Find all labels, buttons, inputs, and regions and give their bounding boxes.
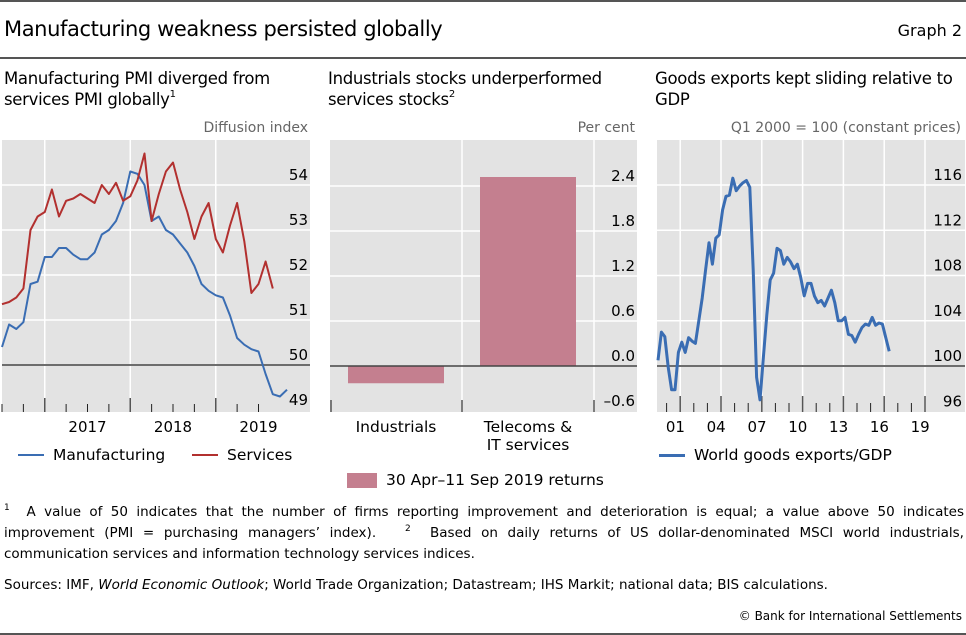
legend-label-returns: 30 Apr–11 Sep 2019 returns [386, 471, 604, 489]
bar-industrials [348, 366, 444, 384]
footnote-2-mark: 2 [405, 524, 411, 534]
bar-telecoms-it [480, 177, 576, 366]
panel1-ytick-label: 51 [289, 301, 308, 319]
panel2-title: Industrials stocks underperformed servic… [328, 68, 602, 110]
panel1-title-line2: services PMI globally [4, 90, 170, 109]
panel2-category-label: Telecoms & [483, 418, 572, 436]
legend-swatch-services [192, 454, 218, 456]
panel1-ytick-label: 49 [289, 391, 308, 409]
footnote-2-text: Based on daily returns of US dollar-deno… [4, 525, 964, 562]
panel1-xtick-label: 2018 [154, 418, 192, 436]
footnote-1-text: A value of 50 indicates that the number … [4, 504, 964, 541]
panel3-xtick-label: 07 [747, 418, 766, 436]
panel3-xtick-label: 19 [911, 418, 930, 436]
panel2-ytick-label: 1.2 [611, 257, 635, 275]
panel2-category-label: IT services [487, 436, 570, 454]
panel3-ytick-label: 96 [943, 392, 962, 410]
legend-label-services: Services [227, 446, 293, 464]
legend-returns: 30 Apr–11 Sep 2019 returns [347, 471, 604, 489]
panel3-xtick-label: 04 [707, 418, 726, 436]
panel2-title-line2: services stocks [328, 90, 449, 109]
bottom-rule [0, 633, 966, 635]
graph-title: Manufacturing weakness persisted globall… [4, 17, 443, 41]
panel1-title-line1: Manufacturing PMI diverged from [4, 69, 270, 88]
panel1-ytick-label: 50 [289, 346, 308, 364]
panel3-ytick-label: 100 [933, 347, 962, 365]
legend-label-exports: World goods exports/GDP [694, 446, 892, 464]
panel2-unit-label: Per cent [577, 120, 635, 136]
panel2-category-label: Industrials [356, 418, 437, 436]
panel1-unit-label: Diffusion index [203, 120, 308, 136]
legend-manufacturing: Manufacturing [18, 446, 165, 464]
title-rule [0, 57, 966, 59]
panel3-ytick-label: 116 [933, 166, 962, 184]
panel3-xtick-label: 10 [788, 418, 807, 436]
panel2-ytick-label: –0.6 [604, 392, 635, 410]
legend-swatch-manufacturing [18, 454, 44, 456]
panel1-ytick-label: 54 [289, 166, 308, 184]
graph-number: Graph 2 [897, 21, 962, 40]
panel2-title-line1: Industrials stocks underperformed [328, 69, 602, 88]
panel3-xtick-label: 13 [829, 418, 848, 436]
panel3-title-line2: GDP [655, 90, 690, 109]
panel3-xtick-label: 16 [870, 418, 889, 436]
legend-services: Services [192, 446, 292, 464]
footnote-ref-2: 2 [448, 89, 455, 100]
sources-rest: ; World Trade Organization; Datastream; … [264, 577, 828, 593]
panel3-ytick-label: 112 [933, 211, 962, 229]
panel1-ytick-label: 52 [289, 256, 308, 274]
panel2-ytick-label: 0.6 [611, 302, 635, 320]
sources-italic: World Economic Outlook [98, 577, 265, 593]
panel3-ytick-label: 104 [933, 302, 962, 320]
legend-swatch-exports [659, 453, 685, 457]
panel2-ytick-label: 0.0 [611, 347, 635, 365]
footnote-ref-1: 1 [169, 89, 176, 100]
panel1-xtick-label: 2019 [239, 418, 277, 436]
series-line-services [1, 152, 274, 306]
top-rule [0, 0, 966, 2]
sources: Sources: IMF, World Economic Outlook; Wo… [4, 577, 828, 593]
legend-exports: World goods exports/GDP [659, 446, 892, 464]
footnote-1-mark: 1 [4, 503, 10, 513]
legend-label-manufacturing: Manufacturing [53, 446, 166, 464]
series-line-manufacturing [1, 170, 288, 398]
panel3-xtick-label: 01 [666, 418, 685, 436]
footnotes: 1 A value of 50 indicates that the numbe… [4, 502, 964, 565]
panel1-title: Manufacturing PMI diverged from services… [4, 68, 270, 110]
panel3-unit-label: Q1 2000 = 100 (constant prices) [730, 120, 961, 136]
panel1-xtick-label: 2017 [68, 418, 106, 436]
panel2-ytick-label: 2.4 [611, 167, 635, 185]
panel3-title: Goods exports kept sliding relative to G… [655, 68, 953, 110]
panel2-ytick-label: 1.8 [611, 212, 635, 230]
series-line-world-goods-exports-gdp [656, 176, 891, 402]
panel3-title-line1: Goods exports kept sliding relative to [655, 69, 953, 88]
panel1-ytick-label: 53 [289, 211, 308, 229]
legend-swatch-returns [347, 472, 377, 488]
copyright: © Bank for International Settlements [738, 609, 962, 623]
sources-prefix: Sources: IMF, [4, 577, 99, 593]
panel3-ytick-label: 108 [933, 257, 962, 275]
